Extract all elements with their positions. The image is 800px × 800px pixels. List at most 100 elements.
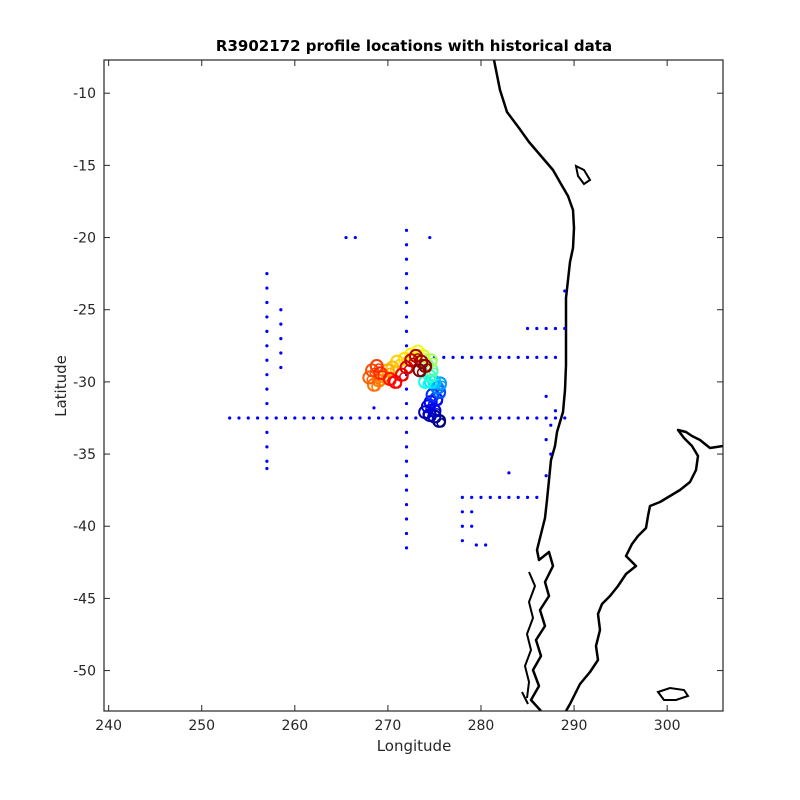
axes-box — [103, 59, 724, 712]
historical-point — [498, 495, 502, 499]
float-profile-point-halo — [427, 373, 437, 383]
historical-point — [563, 326, 567, 331]
historical-point — [265, 430, 269, 435]
historical-point — [553, 416, 558, 420]
y-tick-label: -40 — [73, 519, 96, 535]
historical-point — [265, 344, 269, 348]
historical-point — [265, 329, 269, 333]
historical-point — [321, 416, 325, 420]
coastline-east — [564, 428, 723, 711]
historical-point — [311, 416, 316, 420]
historical-point — [488, 355, 492, 359]
historical-point — [265, 387, 269, 391]
y-tick-label: -45 — [73, 591, 96, 607]
historical-point — [535, 326, 539, 331]
historical-point — [265, 373, 269, 377]
x-tick-label: 280 — [468, 718, 495, 734]
historical-point — [404, 531, 409, 536]
coastline-islands — [521, 571, 536, 705]
historical-point — [544, 326, 548, 331]
historical-point — [498, 355, 502, 359]
historical-point — [516, 355, 520, 359]
historical-point — [563, 289, 567, 293]
historical-point — [484, 543, 488, 547]
historical-point — [404, 517, 409, 521]
historical-point — [549, 452, 553, 456]
island-south — [656, 686, 690, 701]
float-profile-point-halo — [422, 409, 432, 419]
historical-point — [525, 355, 530, 359]
historical-point — [228, 416, 232, 420]
historical-point — [274, 416, 278, 420]
historical-point — [470, 355, 474, 359]
historical-point — [265, 466, 269, 471]
historical-point — [451, 355, 455, 359]
historical-point — [404, 315, 409, 319]
float-profile-point-halo — [416, 367, 427, 378]
historical-point — [535, 416, 539, 420]
historical-point — [404, 474, 409, 478]
float-profile-point-halo — [422, 379, 432, 389]
float-profile-point-halo — [437, 380, 447, 391]
float-profile-point-halo — [427, 379, 438, 389]
historical-point — [516, 416, 520, 420]
historical-point — [404, 257, 409, 261]
historical-point — [553, 326, 558, 331]
historical-point — [525, 326, 530, 331]
historical-point — [404, 243, 409, 247]
historical-point — [563, 416, 567, 420]
historical-point — [358, 416, 362, 420]
historical-point — [544, 474, 548, 478]
coastline — [492, 60, 576, 711]
x-tick-label: 240 — [95, 718, 122, 734]
historical-point — [479, 355, 483, 359]
y-axis: -10 -15 -20 -25 -30 -35 -40 -45 -50 — [73, 86, 723, 680]
y-tick-label: -10 — [73, 86, 96, 102]
historical-point — [442, 355, 446, 359]
historical-point — [451, 416, 455, 420]
historical-point — [535, 495, 539, 499]
x-tick-label: 260 — [281, 718, 308, 734]
historical-point — [488, 416, 492, 420]
historical-point — [344, 235, 348, 240]
x-tick-label: 300 — [654, 718, 681, 734]
historical-point — [265, 315, 269, 319]
historical-point — [404, 286, 409, 290]
historical-point — [279, 322, 283, 326]
historical-point — [479, 495, 483, 499]
y-tick-label: -35 — [73, 447, 96, 463]
historical-point — [265, 358, 269, 362]
historical-point — [470, 495, 474, 499]
historical-point — [279, 365, 283, 370]
historical-point — [404, 546, 409, 550]
historical-point — [553, 355, 558, 359]
historical-point — [302, 416, 306, 420]
historical-point — [544, 355, 548, 359]
historical-point — [404, 272, 409, 276]
historical-point — [544, 438, 548, 442]
historical-point — [372, 406, 376, 410]
historical-point — [507, 495, 511, 499]
historical-point — [553, 409, 558, 413]
historical-point — [470, 510, 474, 514]
float-profile-point-halo — [413, 353, 423, 363]
historical-point — [404, 459, 409, 463]
y-tick-label: -25 — [73, 303, 96, 319]
historical-point — [330, 416, 334, 420]
historical-point — [376, 416, 381, 420]
historical-point — [404, 502, 409, 507]
historical-point — [479, 416, 483, 420]
float-profile-point-halo — [428, 367, 439, 378]
historical-point — [544, 394, 548, 398]
historical-point — [265, 459, 269, 463]
historical-point — [367, 416, 371, 420]
historical-point — [507, 355, 511, 359]
historical-point — [279, 336, 283, 341]
historical-point — [404, 445, 409, 449]
historical-point — [525, 495, 530, 499]
historical-point — [255, 416, 260, 420]
historical-point — [404, 430, 409, 435]
historical-point — [460, 510, 464, 514]
historical-point — [279, 308, 283, 312]
